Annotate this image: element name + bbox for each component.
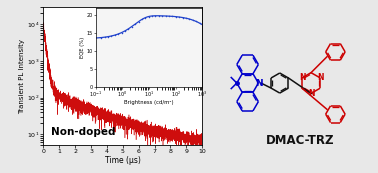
Y-axis label: Transient PL Intensity: Transient PL Intensity <box>19 39 25 114</box>
Text: N: N <box>255 79 263 88</box>
Text: N: N <box>299 73 305 82</box>
Text: N: N <box>308 89 314 98</box>
Text: N: N <box>317 73 323 82</box>
Text: Non-doped: Non-doped <box>51 127 116 137</box>
Text: DMAC-TRZ: DMAC-TRZ <box>265 134 334 147</box>
X-axis label: Time (μs): Time (μs) <box>105 156 141 165</box>
